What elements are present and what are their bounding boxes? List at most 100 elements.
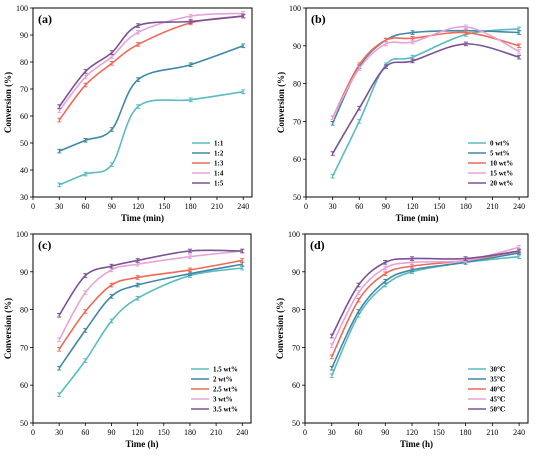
x-tick-label: 0: [303, 428, 307, 437]
y-tick-label: 60: [293, 155, 301, 164]
y-tick-label: 90: [20, 31, 28, 40]
legend-entry: 5 wt%: [490, 150, 510, 158]
plot-frame: [32, 233, 252, 424]
series-1: [57, 89, 246, 188]
x-axis-label: Time (min): [121, 213, 164, 223]
series-2: [330, 28, 522, 126]
panel-label: (a): [38, 12, 52, 26]
x-tick-label: 180: [184, 428, 196, 437]
legend-entry: 2.5 wt%: [213, 386, 238, 394]
x-tick-label: 0: [31, 428, 35, 437]
series-line: [331, 31, 520, 118]
y-axis-label: Conversion (%): [3, 72, 13, 133]
y-tick-label: 70: [20, 85, 28, 94]
series-5: [57, 13, 246, 109]
y-tick-label: 60: [20, 112, 28, 121]
x-tick-label: 60: [82, 202, 90, 211]
x-tick-label: 60: [355, 202, 363, 211]
series-5: [329, 248, 522, 339]
series-4: [330, 24, 522, 120]
series-2: [57, 261, 245, 371]
legend-entry: 0 wt%: [490, 140, 510, 148]
x-tick-label: 240: [513, 202, 525, 211]
y-tick-label: 90: [292, 268, 300, 277]
series-3: [57, 13, 246, 123]
y-tick-label: 80: [292, 306, 300, 315]
series-5: [330, 41, 522, 156]
legend-entry: 2 wt%: [213, 376, 233, 384]
legend: 1.5 wt% 2 wt% 2.5 wt% 3 wt% 3.5 wt%: [191, 366, 238, 414]
y-tick-label: 100: [16, 4, 28, 13]
x-tick-label: 120: [407, 202, 419, 211]
series-4: [57, 248, 245, 343]
x-tick-label: 210: [486, 202, 498, 211]
panel-d: 0 30 60 90 120 150 180 210 240 50 60 70 80 90 100 Time …: [275, 230, 529, 449]
series-line: [58, 45, 244, 152]
x-tick-label: 90: [107, 428, 115, 437]
series-line: [331, 29, 520, 124]
x-tick-label: 150: [433, 202, 445, 211]
series-line: [58, 15, 244, 121]
y-axis-label: Conversion (%): [275, 298, 285, 359]
plot-frame: [304, 233, 529, 424]
y-tick-label: 50: [292, 419, 300, 428]
x-tick-label: 120: [132, 202, 144, 211]
y-axis-label: Conversion (%): [3, 298, 13, 359]
legend: 0 wt% 5 wt% 10 wt% 15 wt% 20 wt%: [468, 140, 513, 188]
legend-entry: 45℃: [490, 396, 506, 404]
panel-a: 0 30 60 90 120 150 180 210 24030405060708090100T…: [3, 4, 253, 223]
plot-frame: [305, 7, 529, 198]
legend-entry: 3 wt%: [213, 396, 233, 404]
legend-entry: 1:1: [214, 140, 224, 148]
legend: 30℃ 35℃ 40℃ 45℃ 50℃: [468, 366, 506, 414]
series-4: [57, 11, 246, 113]
series-3: [57, 258, 245, 352]
series-line: [58, 267, 243, 396]
series-line: [331, 43, 520, 154]
x-tick-label: 150: [158, 428, 170, 437]
y-tick-label: 50: [293, 193, 301, 202]
x-tick-label: 210: [210, 428, 222, 437]
x-tick-label: 210: [211, 202, 223, 211]
series-line: [58, 12, 244, 112]
x-tick-label: 30: [55, 428, 63, 437]
y-tick-label: 100: [288, 230, 300, 239]
series-3: [329, 248, 522, 360]
panel-label: (b): [311, 12, 326, 26]
x-tick-label: 30: [328, 428, 336, 437]
panel-label: (c): [38, 238, 51, 252]
legend-entry: 10 wt%: [490, 160, 513, 168]
x-tick-label: 240: [237, 202, 249, 211]
legend-entry: 40℃: [490, 386, 506, 394]
legend-entry: 1:2: [214, 150, 224, 158]
y-tick-label: 80: [20, 58, 28, 67]
series-line: [58, 249, 243, 316]
x-tick-label: 30: [329, 202, 337, 211]
y-tick-label: 70: [20, 343, 28, 352]
legend-entry: 1:3: [214, 160, 224, 168]
y-tick-label: 50: [20, 419, 28, 428]
series-line: [58, 259, 243, 350]
x-tick-label: 90: [382, 202, 390, 211]
x-tick-label: 60: [355, 428, 363, 437]
series-line: [331, 250, 520, 337]
series-2: [329, 250, 522, 371]
series-line: [58, 263, 243, 369]
x-tick-label: 210: [486, 428, 498, 437]
legend-entry: 1:5: [214, 180, 224, 188]
series-1: [329, 254, 522, 379]
series-line: [331, 26, 520, 119]
y-tick-label: 90: [20, 268, 28, 277]
series-line: [58, 250, 243, 341]
y-tick-label: 100: [289, 4, 301, 13]
series-line: [58, 15, 244, 108]
x-axis-label: Time (h): [125, 439, 158, 449]
plot-frame: [32, 7, 253, 198]
x-tick-label: 90: [381, 428, 389, 437]
x-tick-label: 240: [236, 428, 248, 437]
panel-c: 0 30 60 90 120 150 180 210 240 50 60 70 80 90 100 Time …: [3, 230, 252, 449]
y-tick-label: 60: [20, 381, 28, 390]
y-tick-label: 50: [20, 139, 28, 148]
y-tick-label: 80: [20, 306, 28, 315]
